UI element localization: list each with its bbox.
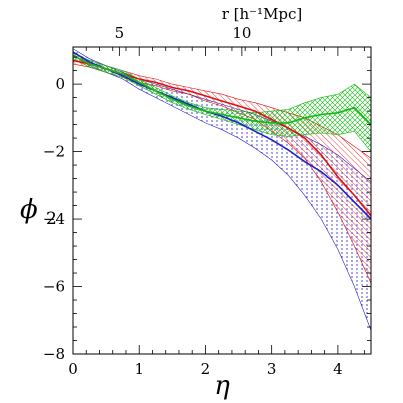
top-tick-label: 5 xyxy=(115,24,125,42)
y-tick-label: −6 xyxy=(43,278,65,296)
top-axis-title: r [h⁻¹Mpc] xyxy=(222,5,303,23)
y-tick-label: −8 xyxy=(43,345,65,363)
y-tick-label: −4 xyxy=(43,210,65,228)
y-tick-label: 0 xyxy=(55,75,65,93)
band-lower-edge-2 xyxy=(73,58,371,152)
x-tick-label: 4 xyxy=(333,360,343,378)
x-tick-label: 1 xyxy=(134,360,144,378)
band-lower-edge-0 xyxy=(73,55,371,331)
tick-labels: 0 1 2 3 4 0 −2 −4 −6 −8 5 10 xyxy=(43,24,343,378)
band-fill-1 xyxy=(73,57,371,284)
series-lines xyxy=(73,51,371,220)
band-upper-edge-2 xyxy=(73,51,371,114)
error-bands xyxy=(73,48,371,331)
top-tick-label: 10 xyxy=(232,24,251,42)
y-axis-title: ϕ 2 xyxy=(20,195,57,229)
x-axis-title: η xyxy=(214,371,230,401)
x-tick-label: 0 xyxy=(68,360,78,378)
x-tick-label: 2 xyxy=(201,360,211,378)
y-tick-label: −2 xyxy=(43,143,65,161)
y-axis-title-main: ϕ xyxy=(20,195,38,225)
series-line-2 xyxy=(73,54,371,126)
y-axis-title-subscript: 2 xyxy=(46,209,57,229)
axis-ticks xyxy=(72,47,371,355)
x-tick-label: 3 xyxy=(267,360,277,378)
plot-frame xyxy=(72,46,372,355)
series-line-0 xyxy=(73,51,371,220)
band-fill-2 xyxy=(73,52,371,152)
